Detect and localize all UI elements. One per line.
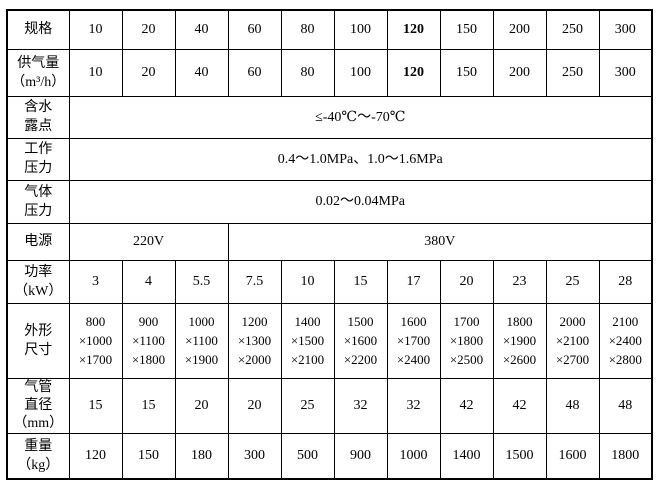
table-cell: 1000 bbox=[386, 432, 441, 480]
table-cell: 25 bbox=[545, 259, 600, 304]
table-cell: 32 bbox=[386, 377, 441, 434]
table-cell: 32 bbox=[333, 377, 388, 434]
table-cell: 80 bbox=[280, 9, 335, 50]
table-row-power-kw: 功率 （kW） 3 4 5.5 7.5 10 15 17 20 23 25 28 bbox=[6, 259, 653, 304]
row-label-power-supply: 电源 bbox=[6, 222, 70, 261]
table-cell: 15 bbox=[121, 377, 176, 434]
row-label-dimensions: 外形 尺寸 bbox=[6, 302, 70, 379]
table-cell: 42 bbox=[492, 377, 547, 434]
table-cell: 120 bbox=[68, 432, 123, 480]
table-cell-voltage-380: 380V bbox=[227, 222, 653, 261]
table-cell: 1400 bbox=[439, 432, 494, 480]
table-cell: 150 bbox=[439, 48, 494, 97]
table-cell: 25 bbox=[280, 377, 335, 434]
table-cell: 3 bbox=[68, 259, 123, 304]
table-cell: 1000 ×1100 ×1900 bbox=[174, 302, 229, 379]
row-label-spec: 规格 bbox=[6, 9, 70, 50]
table-cell: 100 bbox=[333, 9, 388, 50]
table-cell: 42 bbox=[439, 377, 494, 434]
table-cell: 200 bbox=[492, 9, 547, 50]
table-cell: 20 bbox=[121, 48, 176, 97]
table-cell: 48 bbox=[598, 377, 653, 434]
table-cell: 48 bbox=[545, 377, 600, 434]
table-cell: 1400 ×1500 ×2100 bbox=[280, 302, 335, 379]
table-cell: 1700 ×1800 ×2500 bbox=[439, 302, 494, 379]
table-cell: 1500 ×1600 ×2200 bbox=[333, 302, 388, 379]
table-cell: 1800 ×1900 ×2600 bbox=[492, 302, 547, 379]
table-cell: 150 bbox=[121, 432, 176, 480]
table-row-spec: 规格 10 20 40 60 80 100 120 150 200 250 30… bbox=[6, 9, 653, 50]
table-cell: 200 bbox=[492, 48, 547, 97]
table-cell-working-pressure: 0.4～1.0MPa、1.0～1.6MPa bbox=[68, 137, 653, 181]
table-cell: 20 bbox=[439, 259, 494, 304]
table-row-pipe-diameter: 气管 直径 （mm） 15 15 20 20 25 32 32 42 42 48… bbox=[6, 377, 653, 434]
row-label-weight: 重量 （kg） bbox=[6, 432, 70, 480]
table-cell: 80 bbox=[280, 48, 335, 97]
table-cell: 15 bbox=[68, 377, 123, 434]
table-cell: 17 bbox=[386, 259, 441, 304]
row-label-air-supply: 供气量 （m³/h） bbox=[6, 48, 70, 97]
row-label-working-pressure: 工作 压力 bbox=[6, 137, 70, 181]
table-cell: 2000 ×2100 ×2700 bbox=[545, 302, 600, 379]
table-cell: 40 bbox=[174, 48, 229, 97]
table-cell: 60 bbox=[227, 48, 282, 97]
table-row-power-supply: 电源 220V 380V bbox=[6, 222, 653, 261]
table-row-weight: 重量 （kg） 120 150 180 300 500 900 1000 140… bbox=[6, 432, 653, 480]
row-label-power-kw: 功率 （kW） bbox=[6, 259, 70, 304]
table-cell: 1600 ×1700 ×2400 bbox=[386, 302, 441, 379]
table-cell-voltage-220: 220V bbox=[68, 222, 229, 261]
table-cell: 100 bbox=[333, 48, 388, 97]
table-cell: 60 bbox=[227, 9, 282, 50]
table-row-dew-point: 含水 露点 ≤-40℃～-70℃ bbox=[6, 95, 653, 139]
table-cell: 10 bbox=[280, 259, 335, 304]
table-cell: 250 bbox=[545, 9, 600, 50]
table-cell: 23 bbox=[492, 259, 547, 304]
table-cell-dew-point: ≤-40℃～-70℃ bbox=[68, 95, 653, 139]
table-cell: 300 bbox=[598, 48, 653, 97]
row-label-gas-pressure: 气体 压力 bbox=[6, 179, 70, 224]
table-cell: 500 bbox=[280, 432, 335, 480]
table-cell: 900 ×1100 ×1800 bbox=[121, 302, 176, 379]
table-cell: 20 bbox=[174, 377, 229, 434]
table-cell: 4 bbox=[121, 259, 176, 304]
spec-table: 规格 10 20 40 60 80 100 120 150 200 250 30… bbox=[6, 9, 653, 480]
table-cell: 120 bbox=[386, 48, 441, 97]
table-row-dimensions: 外形 尺寸 800 ×1000 ×1700 900 ×1100 ×1800 10… bbox=[6, 302, 653, 379]
table-cell: 800 ×1000 ×1700 bbox=[68, 302, 123, 379]
table-cell: 28 bbox=[598, 259, 653, 304]
table-row-gas-pressure: 气体 压力 0.02～0.04MPa bbox=[6, 179, 653, 224]
table-row-working-pressure: 工作 压力 0.4～1.0MPa、1.0～1.6MPa bbox=[6, 137, 653, 181]
table-cell: 1200 ×1300 ×2000 bbox=[227, 302, 282, 379]
table-cell: 15 bbox=[333, 259, 388, 304]
table-cell: 20 bbox=[227, 377, 282, 434]
table-cell: 300 bbox=[227, 432, 282, 480]
table-cell: 150 bbox=[439, 9, 494, 50]
table-cell: 40 bbox=[174, 9, 229, 50]
table-cell: 5.5 bbox=[174, 259, 229, 304]
table-cell: 10 bbox=[68, 48, 123, 97]
table-cell: 1800 bbox=[598, 432, 653, 480]
table-cell: 1500 bbox=[492, 432, 547, 480]
table-cell: 250 bbox=[545, 48, 600, 97]
row-label-dew-point: 含水 露点 bbox=[6, 95, 70, 139]
table-row-air-supply: 供气量 （m³/h） 10 20 40 60 80 100 120 150 20… bbox=[6, 48, 653, 97]
table-cell: 10 bbox=[68, 9, 123, 50]
table-cell: 180 bbox=[174, 432, 229, 480]
table-cell: 900 bbox=[333, 432, 388, 480]
table-cell: 300 bbox=[598, 9, 653, 50]
table-cell: 20 bbox=[121, 9, 176, 50]
table-cell: 1600 bbox=[545, 432, 600, 480]
table-cell: 120 bbox=[386, 9, 441, 50]
table-cell: 2100 ×2400 ×2800 bbox=[598, 302, 653, 379]
table-cell-gas-pressure: 0.02～0.04MPa bbox=[68, 179, 653, 224]
row-label-pipe-diameter: 气管 直径 （mm） bbox=[6, 377, 70, 434]
table-cell: 7.5 bbox=[227, 259, 282, 304]
